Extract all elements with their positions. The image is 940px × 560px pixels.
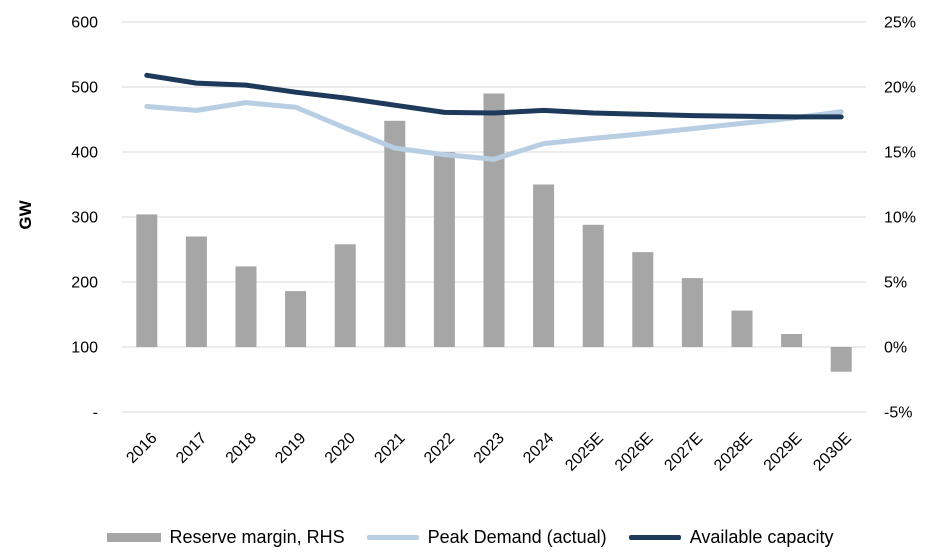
x-axis-tick: 2028E xyxy=(711,430,756,475)
bar xyxy=(533,184,555,347)
bar xyxy=(433,152,455,347)
x-axis-tick: 2018 xyxy=(223,430,260,467)
left-axis-tick: 400 xyxy=(71,145,98,162)
bar xyxy=(632,252,654,347)
x-axis-tick: 2019 xyxy=(272,430,309,467)
legend-label-peak-demand: Peak Demand (actual) xyxy=(427,526,607,547)
x-axis-tick: 2024 xyxy=(520,430,557,467)
right-axis-tick: 20% xyxy=(884,80,916,97)
right-axis-tick: 25% xyxy=(884,15,916,32)
right-axis-tick: -5% xyxy=(884,405,912,422)
bar xyxy=(781,334,803,347)
left-axis-tick: 300 xyxy=(71,210,98,227)
x-axis-tick: 2022 xyxy=(421,430,458,467)
line-series xyxy=(144,100,844,162)
x-axis-tick: 2027E xyxy=(661,430,706,475)
chart-legend: Reserve margin, RHS Peak Demand (actual)… xyxy=(0,518,940,556)
bar xyxy=(136,214,158,347)
legend-label-reserve-margin: Reserve margin, RHS xyxy=(169,526,345,547)
x-axis-tick: 2017 xyxy=(173,430,210,467)
legend-item-reserve-margin: Reserve margin, RHS xyxy=(106,526,345,548)
legend-label-available-capacity: Available capacity xyxy=(689,526,834,547)
left-axis-tick: - xyxy=(93,405,98,422)
bar xyxy=(334,244,356,347)
x-axis-tick: 2016 xyxy=(123,430,160,467)
x-axis-tick: 2021 xyxy=(371,430,408,467)
right-axis-tick: 5% xyxy=(884,275,907,292)
bar-swatch-icon xyxy=(106,532,161,542)
line-series xyxy=(144,72,844,120)
left-axis-tick: 100 xyxy=(71,340,98,357)
x-axis-tick: 2029E xyxy=(761,430,806,475)
legend-item-available-capacity: Available capacity xyxy=(628,526,834,548)
left-axis-tick: 500 xyxy=(71,80,98,97)
x-axis-tick: 2030E xyxy=(810,430,855,475)
bar xyxy=(681,278,703,347)
line-swatch-icon xyxy=(366,534,419,540)
bar xyxy=(384,120,406,347)
right-axis-tick: 0% xyxy=(884,340,907,357)
bar xyxy=(185,236,207,347)
x-axis-tick: 2020 xyxy=(322,430,359,467)
x-axis-tick: 2023 xyxy=(471,430,508,467)
left-axis-tick: 600 xyxy=(71,15,98,32)
left-axis-title: GW xyxy=(16,199,35,229)
x-axis-tick: 2025E xyxy=(562,430,607,475)
bar xyxy=(235,266,257,347)
bar xyxy=(582,224,604,347)
legend-item-peak-demand: Peak Demand (actual) xyxy=(366,526,607,548)
line-swatch-icon xyxy=(628,534,681,540)
chart-plot-area: 600 25% 500 20% 400 15% 300 10% 200 5% 100 0% - -5% GW… xyxy=(16,15,916,475)
bar xyxy=(830,347,852,372)
bar xyxy=(285,291,307,347)
right-axis-tick: 15% xyxy=(884,145,916,162)
x-axis-tick: 2026E xyxy=(612,430,657,475)
bar xyxy=(731,310,753,347)
left-axis-tick: 200 xyxy=(71,275,98,292)
bar xyxy=(483,93,505,347)
right-axis-tick: 10% xyxy=(884,210,916,227)
